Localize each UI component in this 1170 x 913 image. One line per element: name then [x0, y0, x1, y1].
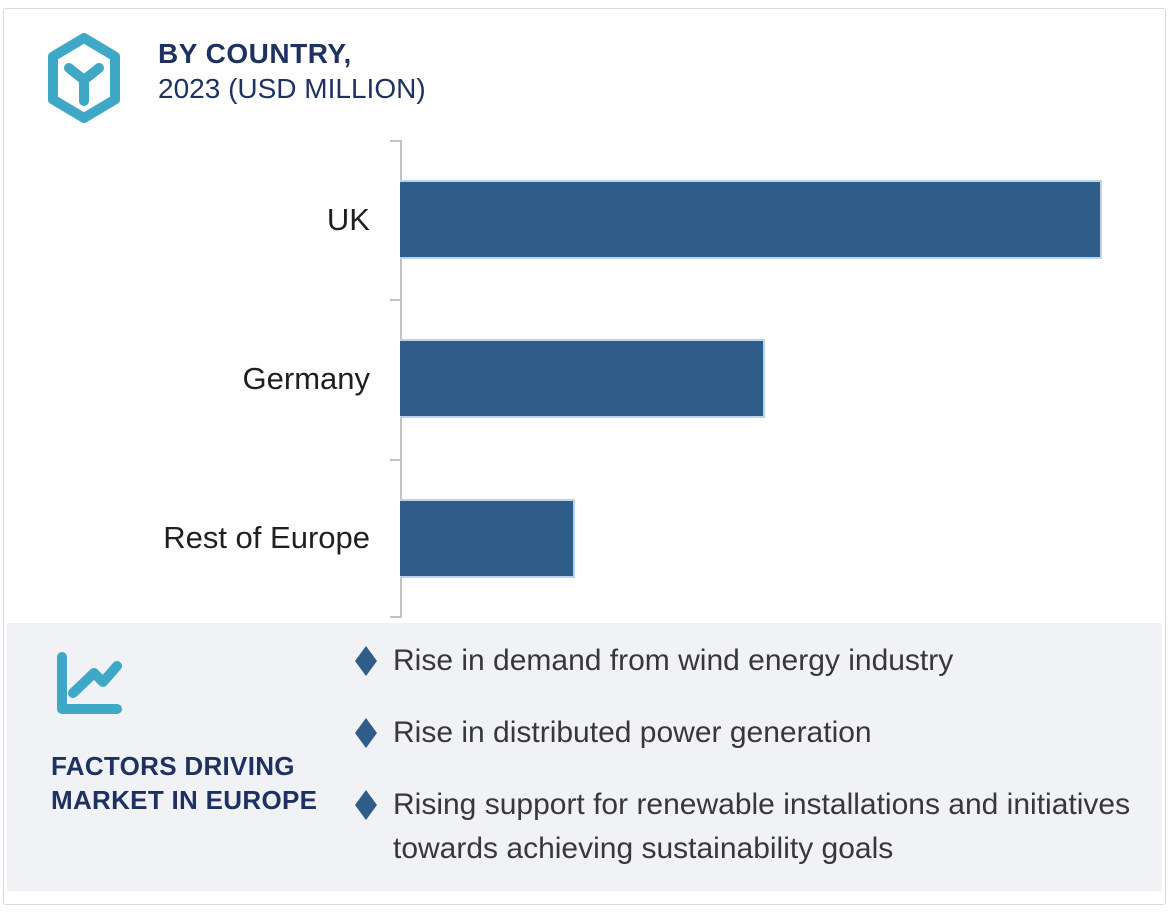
bar-row-uk: UK: [4, 140, 1165, 299]
category-label-germany: Germany: [242, 360, 370, 396]
hexagon-cube-icon: [47, 33, 121, 123]
factors-panel: FACTORS DRIVING MARKET IN EUROPE Rise in…: [7, 623, 1162, 891]
infographic-card: BY COUNTRY, 2023 (USD MILLION) UK German…: [3, 8, 1166, 905]
bar-area: [400, 140, 1165, 299]
bar-area: [400, 299, 1165, 458]
chart-title: BY COUNTRY,: [158, 38, 352, 69]
bar-chart: UK Germany Rest of Europe: [4, 140, 1165, 618]
chart-header: BY COUNTRY, 2023 (USD MILLION): [47, 33, 426, 123]
factors-heading: FACTORS DRIVING MARKET IN EUROPE: [51, 749, 317, 817]
bar-rest-of-europe: [400, 498, 576, 578]
diamond-bullet-icon: [355, 646, 377, 676]
chart-subtitle: 2023 (USD MILLION): [158, 73, 426, 104]
bar-row-rest-of-europe: Rest of Europe: [4, 459, 1165, 618]
axis-tick: [390, 616, 400, 618]
diamond-bullet-icon: [355, 718, 377, 748]
factor-item: Rising support for renewable installatio…: [355, 783, 1162, 871]
bar-rows: UK Germany Rest of Europe: [4, 140, 1165, 618]
bar-germany: [400, 339, 765, 419]
factor-text: Rise in demand from wind energy industry: [393, 644, 954, 677]
bar-row-germany: Germany: [4, 299, 1165, 458]
chart-title-block: BY COUNTRY, 2023 (USD MILLION): [158, 33, 426, 106]
axis-tick: [390, 458, 400, 461]
bar-area: [400, 459, 1165, 618]
factor-text: Rising support for renewable installatio…: [393, 788, 1131, 865]
factor-item: Rise in distributed power generation: [355, 711, 1162, 755]
factors-heading-line1: FACTORS DRIVING: [51, 751, 295, 781]
bar-uk: [400, 180, 1102, 260]
category-label-rest-of-europe: Rest of Europe: [163, 520, 370, 556]
factor-item: Rise in demand from wind energy industry: [355, 639, 1162, 683]
axis-tick: [390, 299, 400, 302]
axis-tick: [390, 140, 400, 142]
line-chart-icon: [51, 651, 317, 719]
category-label-uk: UK: [326, 201, 370, 237]
factors-heading-block: FACTORS DRIVING MARKET IN EUROPE: [51, 651, 317, 817]
factors-heading-line2: MARKET IN EUROPE: [51, 785, 318, 815]
factor-text: Rise in distributed power generation: [393, 716, 872, 749]
diamond-bullet-icon: [355, 790, 377, 820]
factors-list: Rise in demand from wind energy industry…: [355, 639, 1162, 871]
